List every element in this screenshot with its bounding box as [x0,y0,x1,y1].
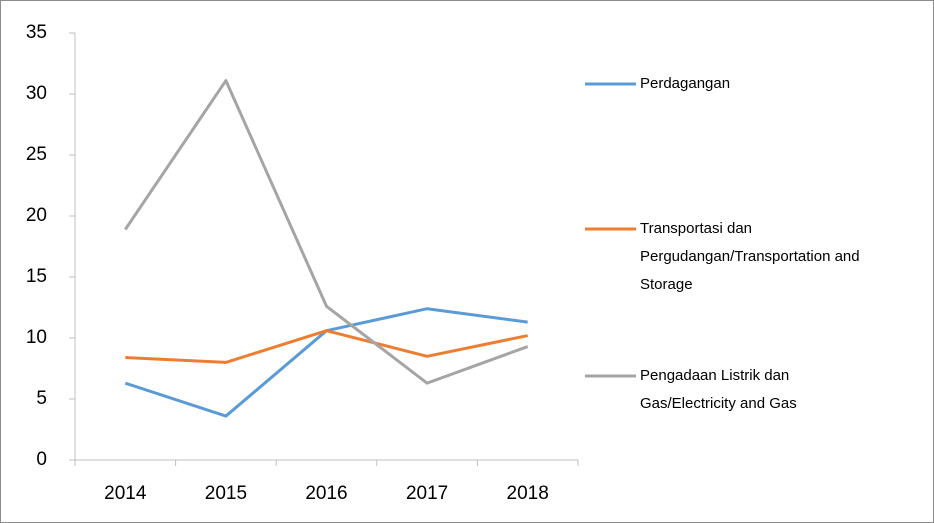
y-tick-label: 5 [36,388,47,409]
y-tick-label: 25 [26,144,47,165]
legend-label: Perdagangan [640,75,731,92]
x-tick-label: 2016 [305,483,347,504]
y-tick-label: 0 [36,449,47,470]
legend-label: Pengadaan Listrik dan Gas/Electricity an… [640,367,797,412]
series-line [124,307,528,418]
y-tick-label: 30 [26,83,47,104]
x-tick-label: 2015 [205,483,247,504]
y-tick-label: 10 [26,327,47,348]
series-line [124,79,529,385]
legend-label: Transportasi dan Pergudangan/Transportat… [640,220,860,293]
x-tick-label: 2017 [406,483,448,504]
y-tick-label: 35 [26,22,47,43]
y-tick-label: 20 [26,205,47,226]
x-tick-label: 2018 [507,483,549,504]
series-line [125,329,529,364]
y-tick-label: 15 [26,266,47,287]
x-tick-label: 2014 [104,483,147,504]
